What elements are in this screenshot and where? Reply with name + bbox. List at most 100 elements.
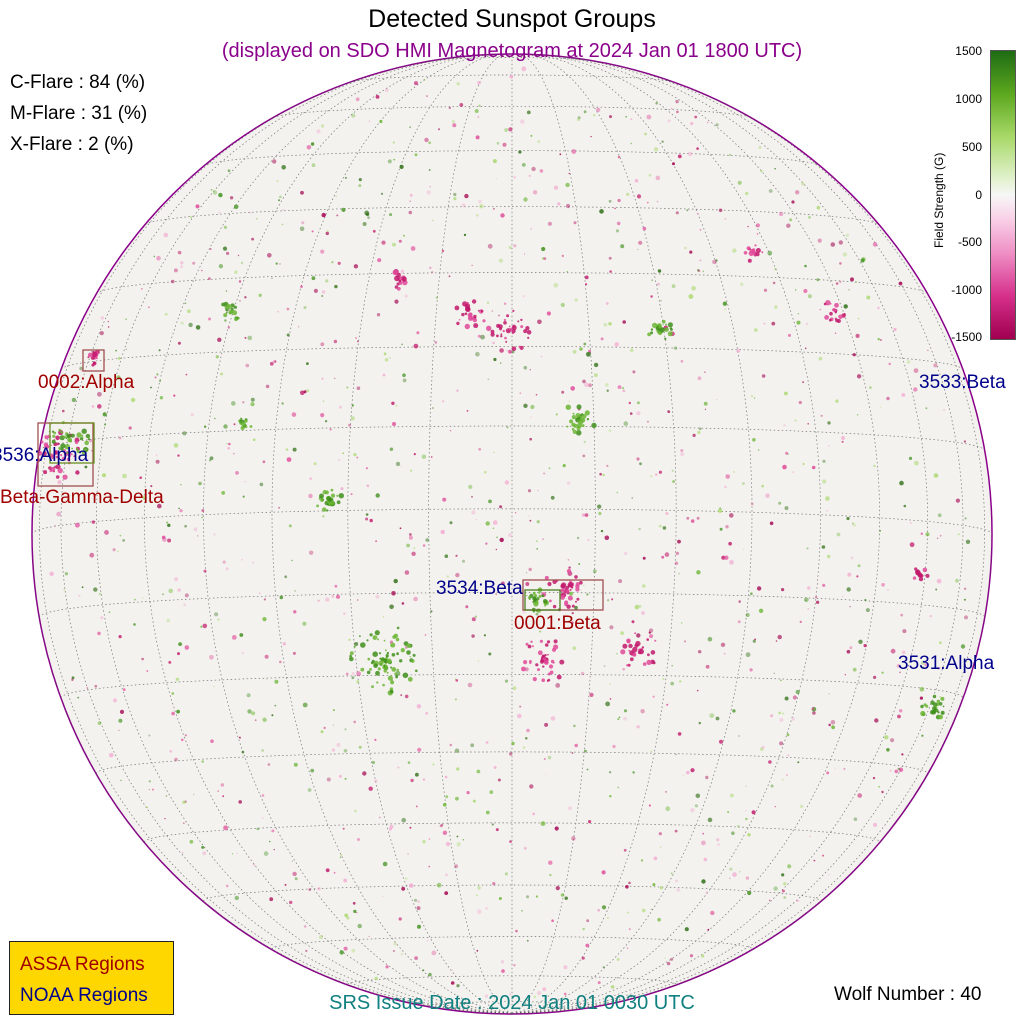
field-speckle bbox=[264, 654, 269, 659]
field-speckle bbox=[933, 473, 939, 478]
field-speckle bbox=[492, 341, 495, 345]
field-speckle bbox=[906, 360, 911, 364]
field-speckle bbox=[182, 800, 186, 804]
field-speckle bbox=[852, 667, 857, 672]
region-box bbox=[82, 349, 105, 372]
active-region-patch bbox=[544, 643, 549, 647]
field-speckle bbox=[648, 628, 654, 633]
active-region-patch bbox=[512, 309, 515, 312]
field-speckle bbox=[409, 193, 413, 197]
active-region-patch bbox=[843, 313, 846, 316]
field-speckle bbox=[345, 672, 349, 676]
field-speckle bbox=[180, 321, 184, 325]
field-speckle bbox=[332, 709, 335, 712]
active-region-patch bbox=[942, 705, 945, 708]
field-speckle bbox=[442, 830, 448, 835]
field-speckle bbox=[456, 984, 460, 988]
field-speckle bbox=[715, 716, 720, 721]
field-speckle bbox=[856, 414, 859, 416]
field-speckle bbox=[566, 271, 568, 273]
active-region-patch bbox=[540, 659, 544, 664]
active-region-patch bbox=[392, 269, 399, 276]
field-speckle bbox=[434, 341, 438, 344]
field-speckle bbox=[227, 447, 230, 450]
field-speckle bbox=[579, 347, 583, 351]
active-region-patch bbox=[464, 323, 470, 330]
active-region-patch bbox=[564, 602, 568, 607]
active-region-patch bbox=[920, 704, 924, 709]
active-region-patch bbox=[542, 657, 546, 661]
field-speckle bbox=[337, 261, 341, 265]
field-speckle bbox=[889, 769, 892, 772]
active-region-patch bbox=[502, 329, 505, 333]
field-speckle bbox=[936, 578, 942, 584]
field-speckle bbox=[727, 811, 730, 814]
field-speckle bbox=[569, 591, 574, 596]
field-speckle bbox=[608, 199, 612, 203]
field-speckle bbox=[471, 634, 475, 638]
field-speckle bbox=[499, 537, 504, 543]
field-speckle bbox=[267, 253, 272, 258]
field-speckle bbox=[393, 942, 397, 946]
field-speckle bbox=[963, 440, 967, 443]
colorbar-tick: -1000 bbox=[951, 283, 982, 297]
field-speckle bbox=[122, 539, 125, 542]
field-speckle bbox=[666, 703, 669, 706]
field-speckle bbox=[148, 780, 151, 783]
active-region-patch bbox=[634, 632, 637, 635]
field-speckle bbox=[133, 598, 136, 601]
field-speckle bbox=[485, 810, 490, 815]
field-speckle bbox=[539, 630, 542, 633]
field-speckle bbox=[900, 613, 904, 617]
field-speckle bbox=[783, 424, 786, 427]
field-speckle bbox=[736, 348, 741, 353]
field-speckle bbox=[492, 207, 495, 210]
field-speckle bbox=[890, 738, 895, 743]
field-speckle bbox=[203, 569, 207, 573]
field-speckle bbox=[471, 264, 473, 266]
active-region-patch bbox=[330, 493, 336, 498]
active-region-patch bbox=[567, 584, 571, 588]
field-speckle bbox=[514, 512, 517, 514]
field-speckle bbox=[480, 334, 485, 340]
field-speckle bbox=[547, 755, 552, 760]
field-speckle bbox=[201, 845, 205, 849]
field-speckle bbox=[382, 895, 384, 898]
field-speckle bbox=[529, 369, 531, 371]
field-speckle bbox=[71, 676, 75, 680]
active-region-patch bbox=[412, 653, 416, 657]
field-speckle bbox=[337, 458, 341, 462]
field-speckle bbox=[719, 739, 723, 744]
active-region-patch bbox=[336, 494, 339, 497]
field-speckle bbox=[787, 754, 790, 757]
field-speckle bbox=[435, 296, 438, 299]
field-speckle bbox=[581, 513, 586, 517]
field-speckle bbox=[155, 454, 158, 456]
field-speckle bbox=[93, 587, 98, 592]
field-speckle bbox=[606, 389, 609, 392]
field-speckle bbox=[815, 600, 820, 604]
field-speckle bbox=[284, 883, 287, 886]
field-speckle bbox=[909, 521, 912, 524]
field-speckle bbox=[431, 271, 433, 273]
active-region-patch bbox=[53, 451, 58, 455]
active-region-patch bbox=[646, 659, 652, 666]
field-speckle bbox=[416, 331, 420, 335]
field-speckle bbox=[343, 612, 346, 615]
field-speckle bbox=[655, 102, 658, 105]
field-speckle bbox=[642, 556, 646, 560]
field-speckle bbox=[568, 400, 570, 403]
field-speckle bbox=[108, 611, 111, 613]
active-region-patch bbox=[480, 309, 484, 313]
field-speckle bbox=[98, 592, 102, 596]
field-speckle bbox=[489, 790, 494, 794]
field-speckle bbox=[368, 120, 370, 122]
active-region-patch bbox=[372, 635, 378, 640]
field-speckle bbox=[795, 689, 800, 695]
field-speckle bbox=[863, 644, 867, 648]
field-speckle bbox=[607, 599, 610, 602]
active-region-patch bbox=[66, 451, 69, 454]
field-speckle bbox=[247, 335, 253, 341]
field-speckle bbox=[593, 114, 596, 117]
field-speckle bbox=[353, 720, 357, 724]
